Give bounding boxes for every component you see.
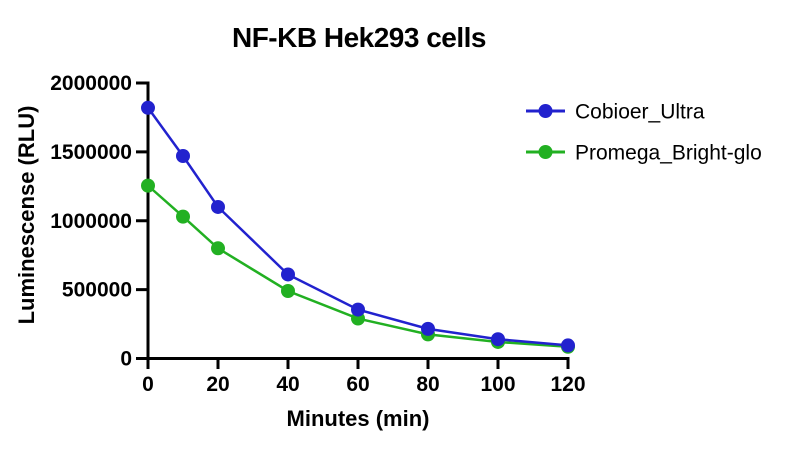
legend-marker-icon bbox=[538, 104, 553, 118]
data-point bbox=[176, 209, 190, 224]
data-point bbox=[281, 267, 295, 282]
x-axis-title: Minutes (min) bbox=[287, 406, 430, 431]
y-tick-label: 1500000 bbox=[50, 141, 132, 164]
data-point bbox=[141, 100, 155, 115]
axes: 0 20 40 60 80 100 120 0 500000 1000000 1500000 2000… bbox=[50, 72, 585, 396]
y-tick-label: 2000000 bbox=[50, 72, 132, 95]
data-point bbox=[176, 149, 190, 164]
data-point bbox=[141, 178, 155, 193]
data-point bbox=[211, 241, 225, 256]
data-point bbox=[281, 284, 295, 299]
y-axis-title: Luminescense (RLU) bbox=[14, 106, 39, 325]
series-Cobioer_Ultra bbox=[141, 100, 575, 353]
series-line bbox=[147, 184, 569, 349]
y-tick-label: 0 bbox=[120, 348, 132, 371]
x-tick-label: 100 bbox=[480, 373, 515, 396]
legend-label: Promega_Bright-glo bbox=[575, 142, 762, 165]
x-tick-label: 0 bbox=[142, 373, 154, 396]
legend-item: Promega_Bright-glo bbox=[526, 142, 762, 165]
x-tick-label: 40 bbox=[276, 373, 299, 396]
y-tick-label: 500000 bbox=[62, 279, 132, 302]
data-point bbox=[421, 321, 435, 336]
series-Promega_Bright-glo bbox=[141, 178, 575, 354]
legend-item: Cobioer_Ultra bbox=[526, 101, 705, 124]
chart-title: NF-KB Hek293 cells bbox=[232, 22, 486, 53]
x-tick-label: 120 bbox=[550, 373, 585, 396]
y-tick-label: 1000000 bbox=[50, 210, 132, 233]
x-tick-label: 60 bbox=[346, 373, 369, 396]
series-line bbox=[146, 107, 569, 347]
data-point bbox=[211, 199, 225, 214]
legend: Cobioer_Ultra Promega_Bright-glo bbox=[526, 101, 762, 165]
data-point bbox=[561, 338, 575, 353]
data-point bbox=[351, 302, 365, 317]
legend-label: Cobioer_Ultra bbox=[575, 101, 705, 124]
legend-marker-icon bbox=[538, 145, 553, 159]
x-tick-label: 20 bbox=[206, 373, 229, 396]
x-tick-label: 80 bbox=[416, 373, 439, 396]
data-series bbox=[141, 100, 575, 354]
data-point bbox=[491, 332, 505, 347]
